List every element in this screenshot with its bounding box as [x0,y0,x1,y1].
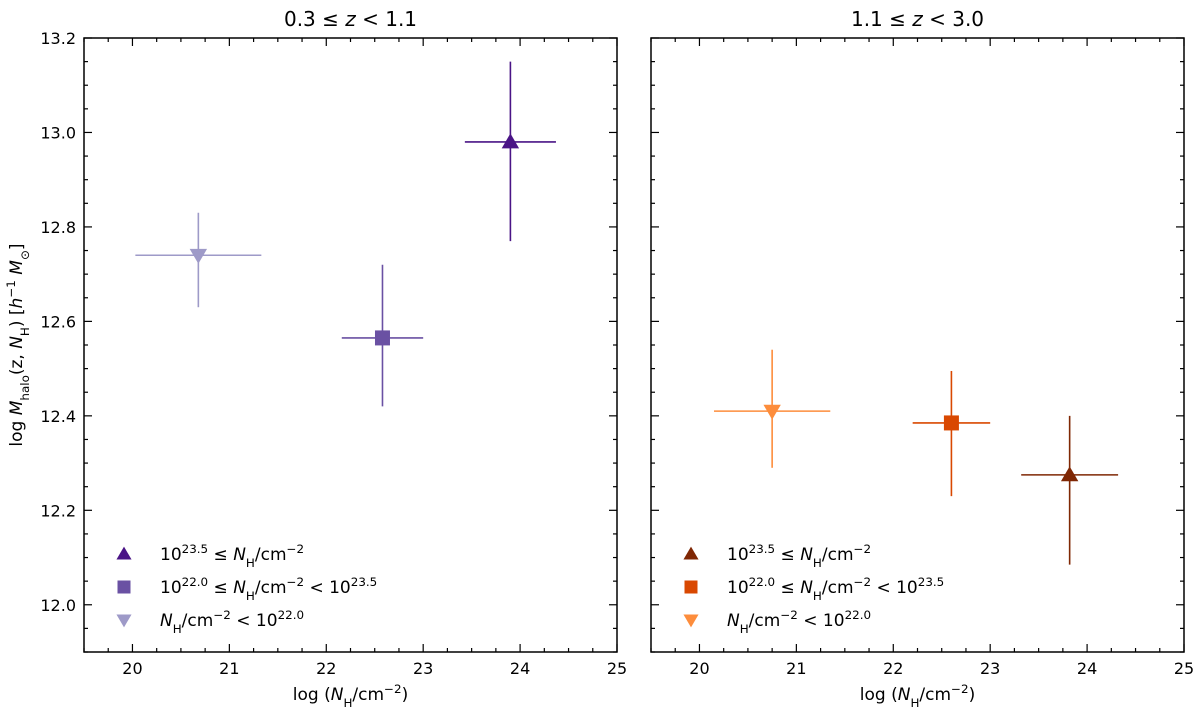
y-tick-label: 12.0 [40,596,76,615]
right-panel: 20 21 22 23 24 25 1.1 ≤ z < 3.0 log (NH​/cm−2​)… [650,7,1194,710]
x-tick-label: 23 [413,659,433,678]
panel-title: 1.1 ≤ z < 3.0 [851,7,984,31]
left-panel: 20 21 22 23 24 25 12.0 12.2 12.4 12.6 12.8 13.0 13.2… [4,7,627,710]
x-tick-label: 24 [510,659,530,678]
legend-marker [116,614,132,628]
y-tick-label: 12.6 [40,312,76,331]
data-point [1060,466,1079,482]
y-tick-label: 12.2 [40,501,76,520]
x-tick-label: 20 [689,659,709,678]
legend-label: NH​/cm−2​ < 1022.0​ [727,608,871,636]
x-tick-label: 20 [122,659,142,678]
x-tick-label: 22 [316,659,336,678]
legend-marker [683,614,699,628]
data-point [501,133,520,149]
legend-marker [117,580,131,594]
x-tick-label: 25 [1174,659,1194,678]
x-tick-label: 21 [786,659,806,678]
legend-label: 1023.5​ ≤ NH​/cm−2​ [727,542,871,570]
data-point [189,248,208,264]
legend-label: 1022.0​ ≤ NH​/cm−2​ < 1023.5​ [160,575,377,603]
y-tick-label: 12.8 [40,218,76,237]
x-axis-label: log (NH​/cm−2​) [293,682,408,710]
data-point [374,330,390,346]
panel-title: 0.3 ≤ z < 1.1 [284,7,417,31]
x-axis-label: log (NH​/cm−2​) [860,682,975,710]
y-axis-label: log Mhalo​(z, NH​) [h−1​ M⊙​] [4,243,32,446]
legend-label: NH​/cm−2​ < 1022.0​ [160,608,304,636]
legend-marker [683,546,699,560]
x-tick-label: 23 [980,659,1000,678]
legend-marker [684,580,698,594]
y-tick-label: 13.0 [40,123,76,142]
legend-label: 1022.0​ ≤ NH​/cm−2​ < 1023.5​ [727,575,944,603]
data-point [763,404,781,420]
data-point [943,415,959,431]
x-tick-label: 21 [219,659,239,678]
legend-marker [116,546,132,560]
x-tick-label: 22 [883,659,903,678]
y-tick-label: 13.2 [40,29,76,48]
x-tick-label: 25 [607,659,627,678]
y-tick-label: 12.4 [40,407,76,426]
x-tick-label: 24 [1077,659,1097,678]
legend-label: 1023.5​ ≤ NH​/cm−2​ [160,542,304,570]
